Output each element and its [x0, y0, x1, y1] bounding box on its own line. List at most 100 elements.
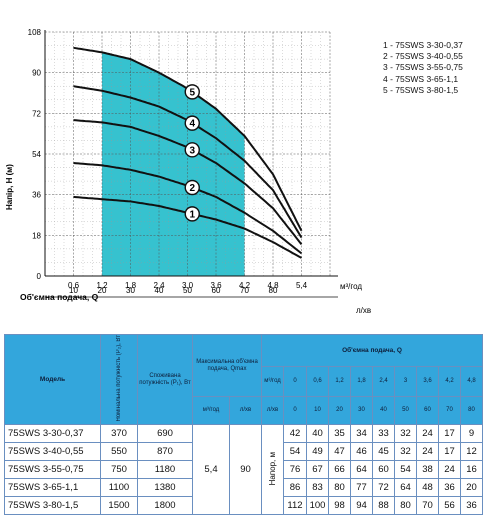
head-value-cell: 48	[416, 478, 439, 498]
head-label: Напор, м	[268, 452, 277, 486]
head-value-cell: 64	[394, 478, 417, 498]
model-cell: 75SWS 3-65-1,1	[4, 478, 101, 498]
curve-marker-label: 5	[189, 87, 195, 98]
y-tick-label: 54	[32, 150, 41, 159]
header-flow-m3h-value: 1,8	[350, 365, 373, 398]
header-qmax-unit-m3h: м³/год	[192, 396, 230, 426]
legend-item: 5 - 75SWS 3-80-1,5	[383, 84, 459, 95]
chart-legend: 1 - 75SWS 3-30-0,37 2 - 75SWS 3-40-0,55 …	[383, 40, 463, 96]
header-flow-m3h-value: 0,6	[306, 365, 329, 398]
header-flow-lpm-value: 20	[328, 396, 351, 426]
header-flow-lpm-value: 30	[350, 396, 373, 426]
x-tick-label-lpm: 80	[269, 286, 278, 295]
head-value-cell: 40	[306, 424, 329, 444]
y-tick-label: 0	[37, 272, 42, 281]
head-value-cell: 54	[394, 460, 417, 480]
head-value-cell: 32	[394, 442, 417, 462]
x-unit-top: м³/год	[340, 282, 362, 291]
header-flow-lpm-value: 60	[416, 396, 439, 426]
qmax-m3h-cell: 5,4	[192, 424, 230, 515]
x-tick-label-lpm: 30	[126, 286, 135, 295]
curve-marker-circle	[184, 84, 200, 100]
x-unit-bottom: л/хв	[356, 306, 371, 315]
head-value-cell: 72	[372, 478, 395, 498]
head-value-cell: 49	[306, 442, 329, 462]
power-nominal-cell: 370	[100, 424, 138, 444]
header-flow-lpm-value: 80	[460, 396, 483, 426]
head-value-cell: 77	[350, 478, 373, 498]
operating-region	[102, 52, 245, 277]
x-tick-label-m3h: 1,2	[96, 281, 108, 290]
x-tick-label-lpm: 40	[155, 286, 164, 295]
pump-spec-table: Модель Номінальна потужність (P₂), Вт Сп…	[4, 333, 483, 515]
power-consumed-cell: 1380	[137, 478, 193, 498]
header-flow-lpm-value: 50	[394, 396, 417, 426]
x-tick-label-m3h: 1,8	[125, 281, 137, 290]
head-value-cell: 17	[438, 424, 461, 444]
head-value-cell: 76	[283, 460, 307, 480]
x-tick-label-lpm: 70	[240, 286, 249, 295]
head-value-cell: 80	[328, 478, 351, 498]
curve-marker-circle	[184, 142, 200, 158]
x-tick-label-m3h: 2,4	[153, 281, 165, 290]
head-value-cell: 17	[438, 442, 461, 462]
curve-marker-label: 1	[189, 209, 195, 220]
curve-marker-circle	[184, 179, 200, 196]
header-power-nominal-text: Номінальна потужність (P₂), Вт	[115, 335, 122, 422]
header-flow-lpm-value: 0	[283, 396, 307, 426]
x-tick-label-m3h: 3,0	[182, 281, 194, 290]
header-flow: Об'ємна подача, Q	[261, 334, 483, 367]
x-tick-label-m3h: 5,4	[296, 281, 308, 290]
power-nominal-cell: 1100	[100, 478, 138, 498]
head-value-cell: 35	[328, 424, 351, 444]
power-nominal-cell: 750	[100, 460, 138, 480]
pump-performance-chart: 1 2 3 4 5 0 18 36 54 72 90 108 0,6 1,2 1,8 2,4 3,0 3,6 4,…	[5, 28, 371, 315]
header-flow-m3h-value: 0	[283, 365, 307, 398]
legend-item: 1 - 75SWS 3-30-0,37	[383, 40, 463, 50]
x-tick-label-m3h: 0,6	[68, 281, 80, 290]
head-value-cell: 45	[372, 442, 395, 462]
legend-item: 2 - 75SWS 3-40-0,55	[383, 51, 463, 62]
head-value-cell: 20	[460, 478, 483, 498]
head-value-cell: 83	[306, 478, 329, 498]
curve-marker-label: 2	[189, 183, 195, 194]
header-model: Модель	[4, 333, 101, 426]
head-value-cell: 86	[283, 478, 307, 498]
model-cell: 75SWS 3-55-0,75	[4, 460, 101, 480]
header-unit-lpm: л/хв	[261, 396, 284, 426]
y-tick-label: 108	[28, 28, 42, 37]
qmax-lpm-cell: 90	[229, 424, 262, 515]
header-flow-lpm-value: 70	[438, 396, 461, 426]
header-power-consumed: Споживана потужність (P₁), Вт	[137, 333, 193, 426]
curve-marker-circle	[184, 115, 200, 131]
head-value-cell: 16	[460, 460, 483, 480]
header-unit-m3h: м³/год	[261, 365, 284, 398]
power-consumed-cell: 870	[137, 442, 193, 462]
head-value-cell: 36	[438, 478, 461, 498]
header-flow-lpm-value: 10	[306, 396, 329, 426]
head-value-cell: 64	[350, 460, 373, 480]
x-tick-label-m3h: 4,2	[239, 281, 251, 290]
head-value-cell: 42	[283, 424, 307, 444]
head-value-cell: 9	[460, 424, 483, 444]
head-value-cell: 47	[328, 442, 351, 462]
head-value-cell: 24	[438, 460, 461, 480]
head-value-cell: 54	[283, 442, 307, 462]
header-qmax: Максимальна об'ємна подача, Qmax	[192, 333, 262, 398]
head-value-cell: 34	[350, 424, 373, 444]
power-nominal-cell: 550	[100, 442, 138, 462]
head-value-cell: 67	[306, 460, 329, 480]
header-power-nominal: Номінальна потужність (P₂), Вт	[100, 333, 138, 426]
header-flow-m3h-value: 1,2	[328, 365, 351, 398]
x-tick-label-m3h: 3,6	[210, 281, 222, 290]
y-tick-label: 36	[32, 191, 41, 200]
header-flow-m3h-value: 3	[394, 365, 417, 398]
table-row: 75SWS 3-30-0,37 370 690 5,4 90 Напор, м 42 40 35…	[4, 424, 483, 515]
x-axis-label: Об'ємна подача, Q	[20, 292, 99, 302]
x-tick-label-lpm: 60	[212, 286, 221, 295]
curve-marker-circle	[184, 206, 200, 222]
head-value-cell: 24	[416, 442, 439, 462]
header-flow-lpm-value: 40	[372, 396, 395, 426]
x-tick-label-lpm: 50	[183, 286, 192, 295]
head-value-cell: 38	[416, 460, 439, 480]
